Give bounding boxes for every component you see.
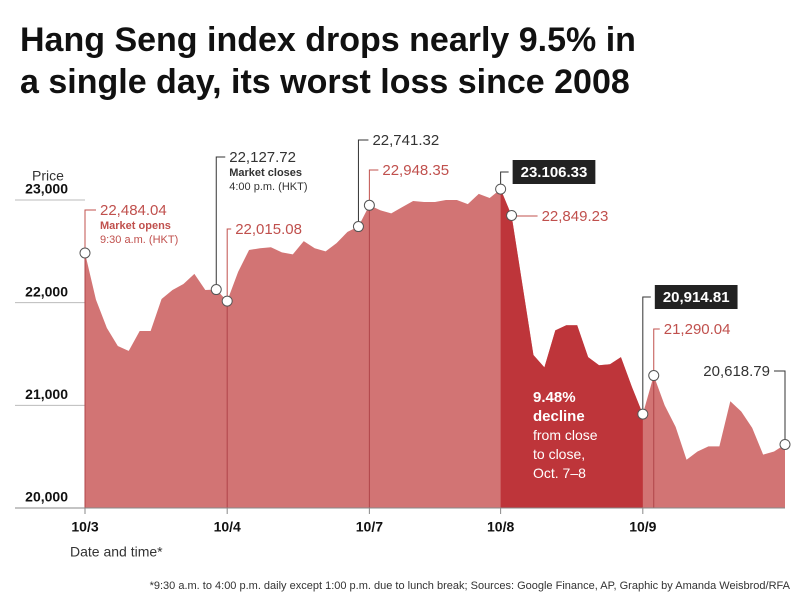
point-marker — [506, 209, 518, 221]
annotation-subtitle: 9:30 a.m. (HKT) — [100, 234, 178, 246]
annotation-label: 23.106.33 — [521, 164, 588, 181]
note-text: to close, — [533, 446, 586, 462]
y-tick-label: 23,000 — [25, 181, 68, 197]
leader-line — [84, 209, 96, 253]
leader-line — [653, 328, 660, 376]
area — [85, 189, 785, 509]
note-title: decline — [533, 408, 585, 425]
leader-line — [368, 169, 379, 206]
point-marker — [648, 370, 660, 382]
point-marker — [495, 183, 507, 195]
annotation-title: Market opens — [100, 220, 171, 232]
annotation-label: 20,618.79 — [703, 363, 770, 380]
x-tick-label: 10/4 — [214, 519, 241, 535]
annotation-label: 21,290.04 — [664, 321, 731, 338]
annotation-label: 22,127.72 — [229, 149, 296, 166]
annotation-title: Market closes — [229, 167, 302, 179]
y-tick-label: 21,000 — [25, 386, 68, 402]
annotation-box — [654, 285, 738, 309]
point-marker — [352, 221, 364, 233]
title-line: Hang Seng index drops nearly 9.5% in — [20, 21, 636, 59]
y-tick-label: 20,000 — [25, 489, 68, 505]
x-tick-label: 10/8 — [487, 519, 514, 535]
annotation-label: 22,849.23 — [542, 208, 609, 225]
highlight-area — [500, 189, 643, 509]
annotation-subtitle: 4:00 p.m. (HKT) — [229, 181, 307, 193]
point-marker — [210, 284, 222, 296]
note-text: Oct. 7–8 — [533, 465, 586, 481]
annotation-label: 22,741.32 — [372, 132, 439, 149]
leader-line — [500, 171, 509, 190]
decline-note: 9.48% decline from close to close, Oct. 7–8 — [533, 388, 598, 483]
annotation-label: 22,948.35 — [382, 162, 449, 179]
x-tick-label: 10/9 — [629, 519, 656, 535]
point-marker — [221, 295, 233, 307]
x-tick-label: 10/3 — [71, 519, 98, 535]
leader-line — [215, 156, 226, 290]
y-tick-label: 22,000 — [25, 283, 68, 299]
point-marker — [79, 247, 91, 259]
annotation-box — [512, 160, 596, 184]
annotation-label: 22,015.08 — [235, 221, 302, 238]
point-marker — [637, 408, 649, 420]
title-line: a single day, its worst loss since 2008 — [20, 63, 630, 101]
note-title: 9.48% — [533, 389, 576, 406]
leader-line — [226, 228, 232, 302]
note-text: from close — [533, 427, 598, 443]
y-axis-label: Price — [32, 168, 64, 184]
leader-line — [642, 296, 651, 415]
annotation-label: 20,914.81 — [663, 289, 730, 306]
point-marker — [363, 199, 375, 211]
x-axis-label: Date and time* — [70, 544, 163, 560]
x-tick-label: 10/7 — [356, 519, 383, 535]
annotation-label: 22,484.04 — [100, 202, 167, 219]
footnote: *9:30 a.m. to 4:00 p.m. daily except 1:0… — [150, 580, 791, 592]
leader-line — [774, 370, 786, 445]
leader-line — [357, 139, 369, 227]
point-marker — [779, 438, 791, 450]
